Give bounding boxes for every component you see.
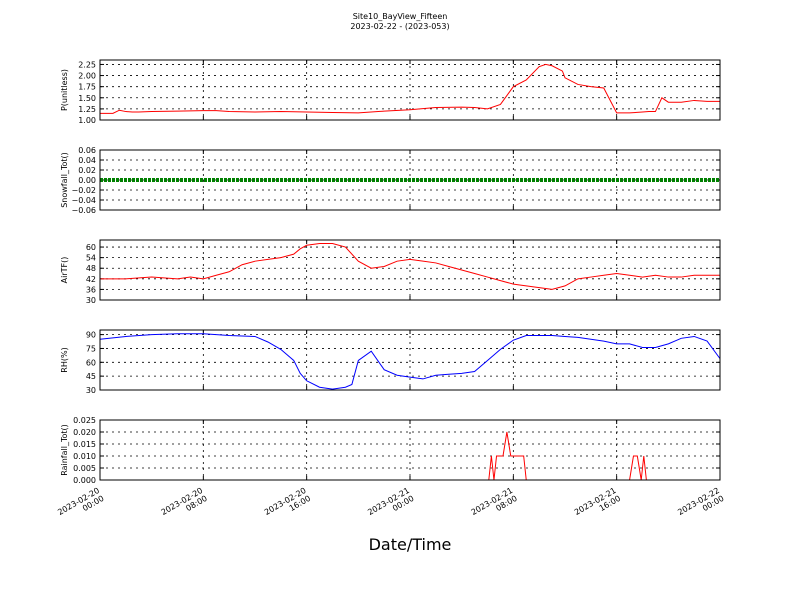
y-tick-label: 1.00 <box>78 116 96 125</box>
y-tick-label: −0.06 <box>71 206 96 215</box>
y-tick-label: 75 <box>86 344 96 353</box>
panel-1: 1.00 1.25 1.50 1.75 2.00 2.25 P(unitless) <box>60 59 721 125</box>
chart-title: Site10_BayView_Fifteen <box>353 12 448 21</box>
y-tick-label: 30 <box>86 296 96 305</box>
y-tick-label: 2.25 <box>78 60 96 69</box>
panel-2: −0.06−0.04−0.020.000.020.040.06 Snowfall_… <box>60 146 721 215</box>
y-tick-label: 0.000 <box>73 476 96 485</box>
y-tick-label: 30 <box>86 386 96 395</box>
axis-frame <box>99 239 721 301</box>
y-tick-label: 54 <box>86 254 96 263</box>
y-tick-label: 48 <box>86 264 96 273</box>
y-tick-label: 60 <box>86 243 96 252</box>
y-tick-label: 0.04 <box>78 156 96 165</box>
y-axis-label: Rainfall_Tot() <box>60 424 69 476</box>
y-tick-label: 1.50 <box>78 94 96 103</box>
axis-frame <box>99 59 721 121</box>
y-tick-label: 0.010 <box>73 452 96 461</box>
axis-frame <box>99 149 721 211</box>
y-tick-label: 0.025 <box>73 416 96 425</box>
y-tick-label: 45 <box>86 372 96 381</box>
y-tick-label: 36 <box>86 285 96 294</box>
x-axis-label: Date/Time <box>369 535 452 554</box>
y-tick-label: 2.00 <box>78 72 96 81</box>
y-tick-label: 0.00 <box>78 176 96 185</box>
panel-5: 0.000 0.005 0.010 0.015 0.020 0.025 Rainfall_T… <box>60 416 721 485</box>
y-axis-label: Snowfall_Tot() <box>60 152 69 208</box>
y-tick-label: −0.04 <box>71 196 96 205</box>
y-tick-label: 60 <box>86 358 96 367</box>
y-tick-label: 1.75 <box>78 83 96 92</box>
panel-4: 30 45 60 75 90 RH(%) <box>60 329 721 395</box>
y-tick-label: 42 <box>86 275 96 284</box>
series-line-panel-3 <box>100 243 720 290</box>
y-tick-label: 0.06 <box>78 146 96 155</box>
y-tick-label: 0.02 <box>78 166 96 175</box>
panels-group: 1.00 1.25 1.50 1.75 2.00 2.25 P(unitless) −0.06… <box>60 59 721 485</box>
y-tick-label: 1.25 <box>78 105 96 114</box>
axis-frame <box>99 419 721 481</box>
y-axis-label: AirTF() <box>60 257 69 284</box>
chart-subtitle: 2023-02-22 - (2023-053) <box>350 22 449 31</box>
y-tick-label: 0.020 <box>73 428 96 437</box>
y-tick-label: −0.02 <box>71 186 96 195</box>
y-axis-label: RH(%) <box>60 347 69 372</box>
y-tick-label: 0.015 <box>73 440 96 449</box>
series-line-panel-5 <box>100 431 720 481</box>
y-tick-label: 90 <box>86 331 96 340</box>
y-axis-label: P(unitless) <box>60 69 69 111</box>
series-line-panel-4 <box>99 333 721 390</box>
series-line-panel-1 <box>100 63 720 114</box>
axis-frame <box>99 329 721 391</box>
y-tick-label: 0.005 <box>73 464 96 473</box>
